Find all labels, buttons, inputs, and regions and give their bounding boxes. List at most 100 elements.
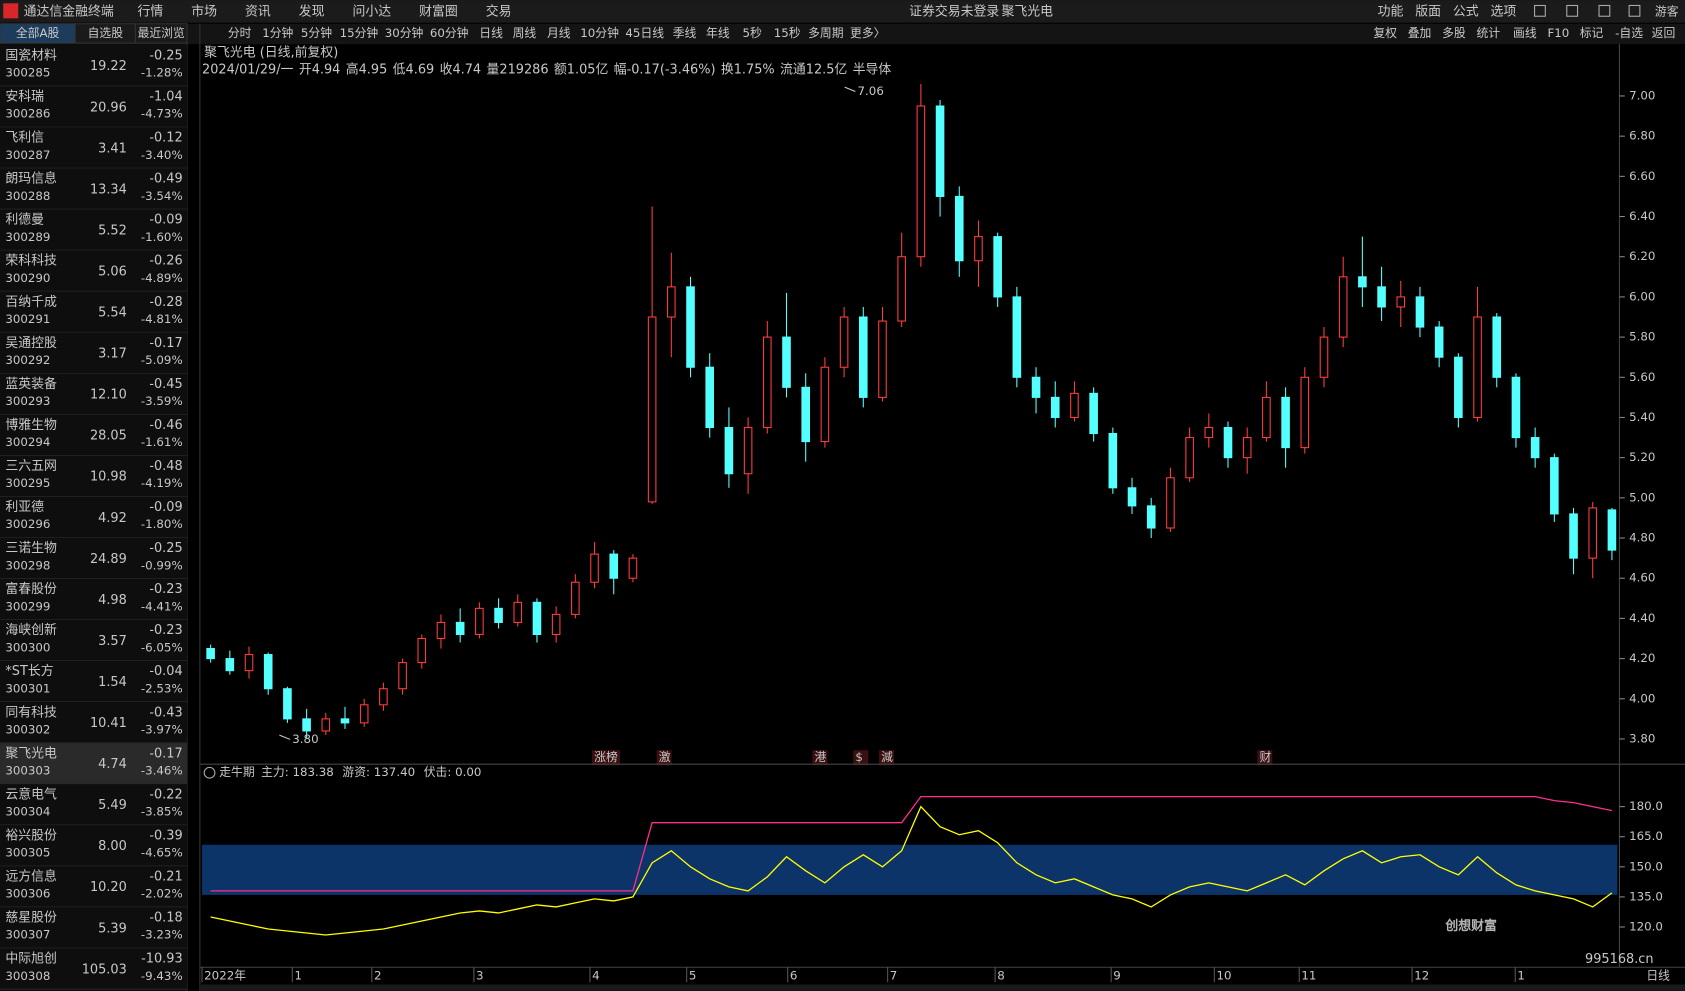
event-tag-bg[interactable]	[879, 750, 895, 766]
y-tick-label: 120.0	[1629, 919, 1663, 933]
stock-change: -0.28	[149, 295, 182, 310]
menu-item[interactable]: 财富圈	[419, 3, 458, 19]
stock-row[interactable]	[0, 907, 187, 949]
candle-body	[1300, 376, 1310, 449]
list-tab[interactable]	[134, 23, 188, 44]
menu-item[interactable]: 问小达	[352, 4, 391, 19]
stock-code: 300301	[5, 681, 50, 695]
stock-row[interactable]	[0, 373, 187, 415]
candle-body	[1415, 296, 1425, 328]
menu-right-item[interactable]: 功能	[1378, 4, 1404, 19]
event-tag-bg[interactable]	[592, 750, 621, 766]
menu-right-item[interactable]: 公式	[1453, 4, 1479, 19]
period-button[interactable]: 15分钟	[340, 26, 379, 40]
stock-row[interactable]	[0, 455, 187, 497]
menu-right-item[interactable]: 版面	[1415, 4, 1441, 19]
event-tag-bg[interactable]	[853, 750, 869, 766]
y-tick-label: 5.20	[1629, 450, 1655, 464]
stock-row[interactable]	[0, 250, 187, 292]
tool-button[interactable]: 返回	[1652, 26, 1676, 40]
hot-money-line	[210, 805, 1613, 936]
stock-row[interactable]	[0, 496, 187, 538]
stock-pct: -6.05%	[141, 640, 183, 654]
stock-code: 300306	[5, 887, 50, 901]
window-icon[interactable]	[1628, 4, 1641, 17]
tool-button[interactable]: 画线	[1513, 26, 1537, 40]
stock-row[interactable]	[0, 414, 187, 456]
tool-button[interactable]: 复权	[1373, 26, 1397, 40]
stock-row[interactable]	[0, 168, 187, 210]
candle-body	[1070, 392, 1079, 419]
period-button[interactable]: 周线	[513, 26, 537, 40]
period-button[interactable]: 5秒	[743, 26, 763, 40]
candle-body	[686, 286, 695, 368]
menu-right-item[interactable]: 选项	[1490, 4, 1516, 19]
app-logo	[3, 3, 19, 19]
period-button[interactable]: 月线	[547, 26, 571, 40]
stock-pct: -3.59%	[141, 394, 183, 408]
stock-change: -0.18	[149, 911, 182, 926]
period-button[interactable]: 60分钟	[430, 26, 469, 40]
window-icon[interactable]	[1566, 4, 1579, 17]
stock-row[interactable]	[0, 825, 187, 867]
tool-button[interactable]: 多股	[1442, 26, 1466, 40]
panel-icon[interactable]	[203, 766, 216, 779]
period-button[interactable]: 45日线	[625, 26, 664, 40]
period-button[interactable]: 年线	[706, 26, 730, 40]
period-button[interactable]: 30分钟	[385, 26, 424, 40]
stock-row[interactable]	[0, 127, 187, 169]
period-button[interactable]: 10分钟	[580, 26, 619, 40]
tool-button[interactable]: 标记	[1580, 26, 1604, 40]
tool-button[interactable]: 统计	[1477, 26, 1501, 40]
annotation-pointer	[279, 734, 291, 740]
stock-row[interactable]	[0, 209, 187, 251]
stock-row[interactable]	[0, 332, 187, 374]
period-button[interactable]: 1分钟	[262, 26, 293, 40]
stock-row[interactable]	[0, 537, 187, 579]
period-button[interactable]: 5分钟	[301, 26, 332, 40]
menu-item[interactable]: 发现	[299, 3, 325, 19]
x-label: 1	[294, 968, 302, 982]
stock-row[interactable]	[0, 619, 187, 661]
menu-item[interactable]: 资讯	[245, 4, 271, 19]
menu-item[interactable]: 行情	[138, 4, 164, 19]
stock-row[interactable]	[0, 578, 187, 620]
menu-item[interactable]: 市场	[191, 3, 217, 19]
event-tag-bg[interactable]	[1257, 750, 1273, 766]
stock-row[interactable]	[0, 743, 187, 784]
period-button[interactable]: 更多〉	[850, 26, 885, 40]
x-label: 1	[1517, 968, 1525, 982]
period-button[interactable]: 15秒	[774, 26, 801, 40]
stock-code: 300307	[5, 928, 50, 942]
tool-button[interactable]: -自选	[1615, 26, 1643, 40]
period-button[interactable]: 日线	[479, 26, 503, 40]
event-tag-bg[interactable]	[812, 750, 828, 766]
stock-name: 朗玛信息	[5, 171, 57, 187]
menu-item[interactable]: 交易	[486, 3, 512, 19]
tool-button[interactable]: 叠加	[1408, 26, 1432, 40]
price-annotation: 7.06	[858, 84, 884, 98]
stock-row[interactable]	[0, 866, 187, 908]
stock-name: 富春股份	[5, 581, 57, 597]
tool-button[interactable]: F10	[1547, 26, 1569, 40]
stock-row[interactable]	[0, 948, 187, 990]
stock-row[interactable]	[0, 784, 187, 825]
stock-row[interactable]	[0, 45, 187, 87]
event-tag-bg[interactable]	[656, 750, 672, 766]
stock-row[interactable]	[0, 702, 187, 743]
period-button[interactable]: 分时	[228, 26, 252, 40]
period-button[interactable]: 季线	[673, 26, 697, 40]
stock-code: 300296	[5, 517, 50, 531]
login-notice[interactable]: 证券交易未登录	[909, 3, 999, 19]
candle-body	[551, 613, 561, 636]
stock-price: 4.92	[98, 511, 127, 526]
stock-row[interactable]	[0, 291, 187, 333]
stock-row[interactable]	[0, 86, 187, 128]
candle-body	[954, 195, 964, 262]
stock-row[interactable]	[0, 660, 187, 702]
period-button[interactable]: 多周期	[808, 26, 843, 40]
window-icon[interactable]	[1534, 4, 1546, 17]
candle-body	[878, 320, 887, 398]
window-icon[interactable]	[1598, 4, 1611, 17]
